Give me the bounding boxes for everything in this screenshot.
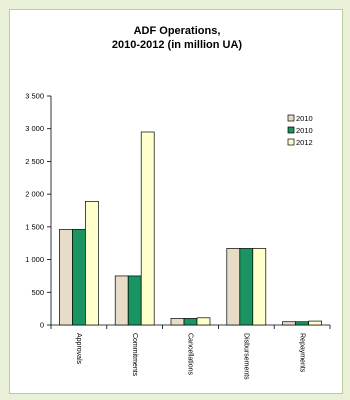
y-tick-label: 2 500 <box>25 157 44 166</box>
legend-label: 2010 <box>296 114 313 123</box>
y-tick-label: 3 500 <box>25 92 44 101</box>
y-tick-label: 500 <box>31 288 44 297</box>
category-label: Disbursements <box>242 333 249 380</box>
bar-commitments-2010 <box>127 275 142 326</box>
bar-chart: ADF Operations, 2010-2012 (in million UA… <box>25 25 331 380</box>
bars <box>59 131 322 326</box>
y-tick-label: 0 <box>40 321 44 330</box>
legend: 2010 2010 2012 <box>287 114 313 147</box>
legend-label: 2012 <box>296 138 313 147</box>
chart-title-line-1: ADF Operations, <box>134 25 221 37</box>
bar-repayments-2012 <box>308 320 322 326</box>
bar-cancellations-2010 <box>170 318 185 326</box>
bar-cancellations-2010 <box>183 318 198 326</box>
y-tick-label: 3 000 <box>25 124 44 133</box>
category-label: Approvals <box>75 333 82 365</box>
bar-approvals-2010 <box>59 229 73 326</box>
bar-repayments-2010 <box>295 321 309 326</box>
legend-swatch-2012 <box>287 138 295 146</box>
category-label: Commitments <box>131 333 138 377</box>
y-tick-label: 1 000 <box>25 255 44 264</box>
legend-swatch-2010 <box>287 126 295 134</box>
category-label: Repayments <box>298 333 305 373</box>
bar-approvals-2010 <box>72 229 86 326</box>
bar-disbursements-2010 <box>226 248 241 326</box>
chart-panel: ADF Operations, 2010-2012 (in million UA… <box>9 9 343 394</box>
bar-commitments-2012 <box>140 131 155 326</box>
category-label: Cancellations <box>187 333 194 376</box>
bar-approvals-2012 <box>85 200 99 326</box>
y-tick-label: 1 500 <box>25 222 44 231</box>
y-tick-label: 2 000 <box>25 190 44 199</box>
bar-commitments-2010 <box>114 275 129 326</box>
chart-title-line-2: 2010-2012 (in million UA) <box>112 39 243 51</box>
bar-disbursements-2010 <box>239 248 254 326</box>
bar-cancellations-2012 <box>196 317 211 326</box>
bar-disbursements-2012 <box>252 248 267 326</box>
legend-label: 2010 <box>296 126 313 135</box>
legend-swatch-2010 <box>287 114 295 122</box>
bar-repayments-2010 <box>282 321 296 326</box>
